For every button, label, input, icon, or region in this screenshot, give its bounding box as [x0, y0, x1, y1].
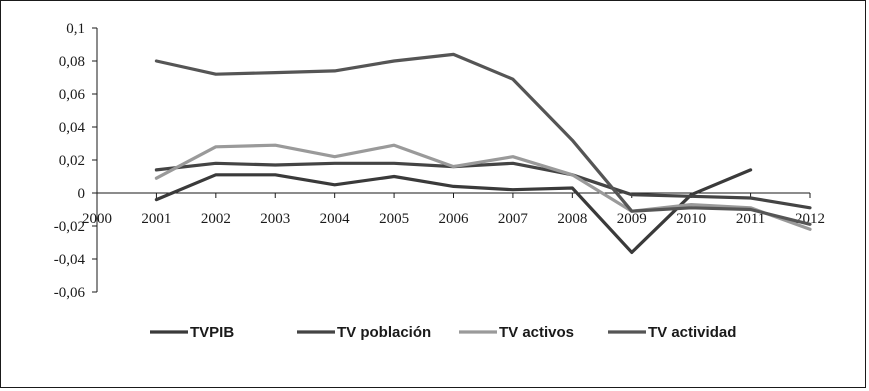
y-tick-label: 0,02 [59, 153, 85, 169]
y-tick-label: -0,02 [54, 219, 85, 235]
x-tick-label: 2002 [201, 211, 231, 227]
x-tick-label: 2000 [82, 211, 112, 227]
legend-label: TV actividad [648, 324, 736, 341]
legend-label: TV población [337, 324, 431, 341]
chart-series-layer [154, 52, 812, 254]
y-tick-label: 0,08 [59, 54, 85, 70]
legend-label: TVPIB [190, 324, 234, 341]
x-tick-label: 2009 [617, 211, 647, 227]
series-line-4 [154, 52, 812, 226]
y-tick-label: 0,06 [59, 87, 86, 103]
y-tick-label: 0 [78, 186, 86, 202]
x-tick-label: 2003 [260, 211, 290, 227]
y-tick-label: -0,06 [54, 285, 86, 301]
chart-legend: TVPIB TV población TV activos TV actividad [150, 324, 736, 341]
legend-label: TV activos [499, 324, 574, 341]
x-tick-label: 2007 [498, 211, 529, 227]
x-tick-label: 2004 [320, 211, 351, 227]
series-line-2 [154, 161, 812, 210]
x-tick-label: 2005 [379, 211, 409, 227]
x-tick-label: 2010 [676, 211, 706, 227]
x-tick-label: 2011 [736, 211, 765, 227]
y-tick-label: 0,04 [59, 120, 86, 136]
y-tick-label: 0,1 [66, 21, 85, 37]
y-tick-label: -0,04 [54, 252, 86, 268]
x-tick-label: 2001 [141, 211, 171, 227]
series-line-1 [154, 168, 753, 254]
chart-axes: 0,1 0,08 0,06 0,04 0,02 0 -0,02 -0,04 -0,06 2000 2… [54, 21, 825, 301]
x-tick-label: 2006 [439, 211, 470, 227]
x-tick-label: 2008 [557, 211, 587, 227]
series-line-3 [154, 143, 812, 231]
